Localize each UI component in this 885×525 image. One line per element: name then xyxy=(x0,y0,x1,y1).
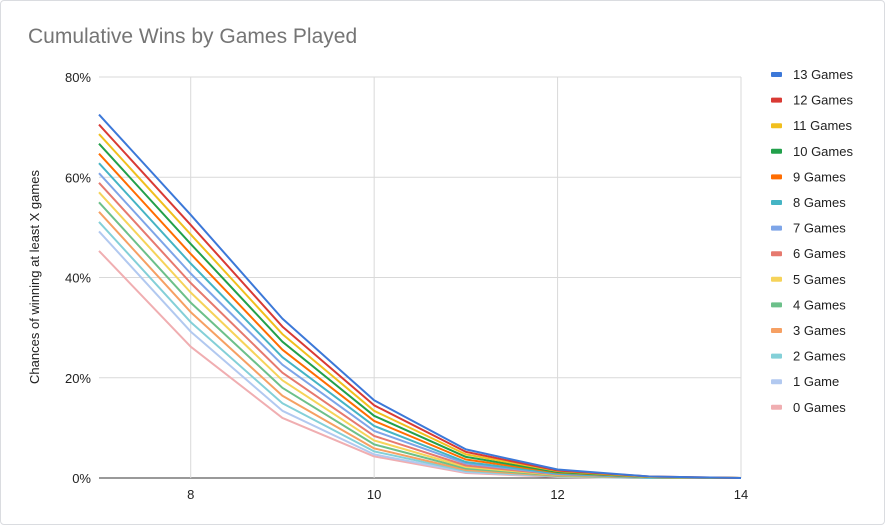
legend: 13 Games 12 Games 11 Games 10 Games 9 Games 8… xyxy=(771,67,853,415)
legend-label: 0 Games xyxy=(793,400,846,415)
y-tick-label: 80% xyxy=(65,70,91,85)
x-tick-label: 8 xyxy=(187,487,194,502)
series-line-3-games xyxy=(98,211,742,479)
legend-label: 13 Games xyxy=(793,67,853,82)
axes: 0% 20% 40% 60% 80% 8 10 12 14 xyxy=(65,70,748,502)
legend-swatch xyxy=(771,72,782,77)
chart-title: Cumulative Wins by Games Played xyxy=(28,25,358,48)
legend-swatch xyxy=(771,251,782,257)
y-tick-label: 60% xyxy=(65,170,91,185)
y-axis-label: Chances of winning at least X games xyxy=(27,170,42,384)
legend-label: 8 Games xyxy=(793,195,846,210)
legend-swatch xyxy=(771,404,782,410)
grid xyxy=(99,76,742,479)
y-tick-label: 40% xyxy=(65,271,91,286)
legend-label: 6 Games xyxy=(793,246,846,261)
x-tick-label: 12 xyxy=(550,487,564,502)
legend-label: 11 Games xyxy=(793,118,853,133)
legend-swatch xyxy=(771,148,782,154)
series-line-8-games xyxy=(98,162,742,479)
series-lines xyxy=(98,113,742,479)
legend-label: 4 Games xyxy=(793,297,846,312)
x-tick-label: 10 xyxy=(367,487,381,502)
series-line-6-games xyxy=(98,182,742,479)
legend-label: 3 Games xyxy=(793,323,846,338)
legend-swatch xyxy=(771,123,782,129)
legend-swatch xyxy=(771,200,782,205)
legend-swatch xyxy=(771,353,782,359)
legend-swatch xyxy=(771,225,782,231)
legend-swatch xyxy=(771,379,782,385)
legend-label: 10 Games xyxy=(793,144,853,159)
legend-swatch xyxy=(771,97,782,103)
legend-swatch xyxy=(771,276,782,282)
legend-swatch xyxy=(771,328,782,333)
series-line-13-games xyxy=(98,113,742,479)
x-tick-label: 14 xyxy=(734,487,748,502)
legend-label: 1 Game xyxy=(793,374,839,389)
legend-swatch xyxy=(771,302,782,308)
legend-label: 7 Games xyxy=(793,221,846,236)
legend-label: 12 Games xyxy=(793,93,853,108)
legend-label: 9 Games xyxy=(793,169,846,184)
y-tick-label: 20% xyxy=(65,371,91,386)
y-tick-label: 0% xyxy=(72,471,91,486)
legend-swatch xyxy=(771,174,782,180)
legend-label: 5 Games xyxy=(793,272,846,287)
legend-label: 2 Games xyxy=(793,349,846,364)
